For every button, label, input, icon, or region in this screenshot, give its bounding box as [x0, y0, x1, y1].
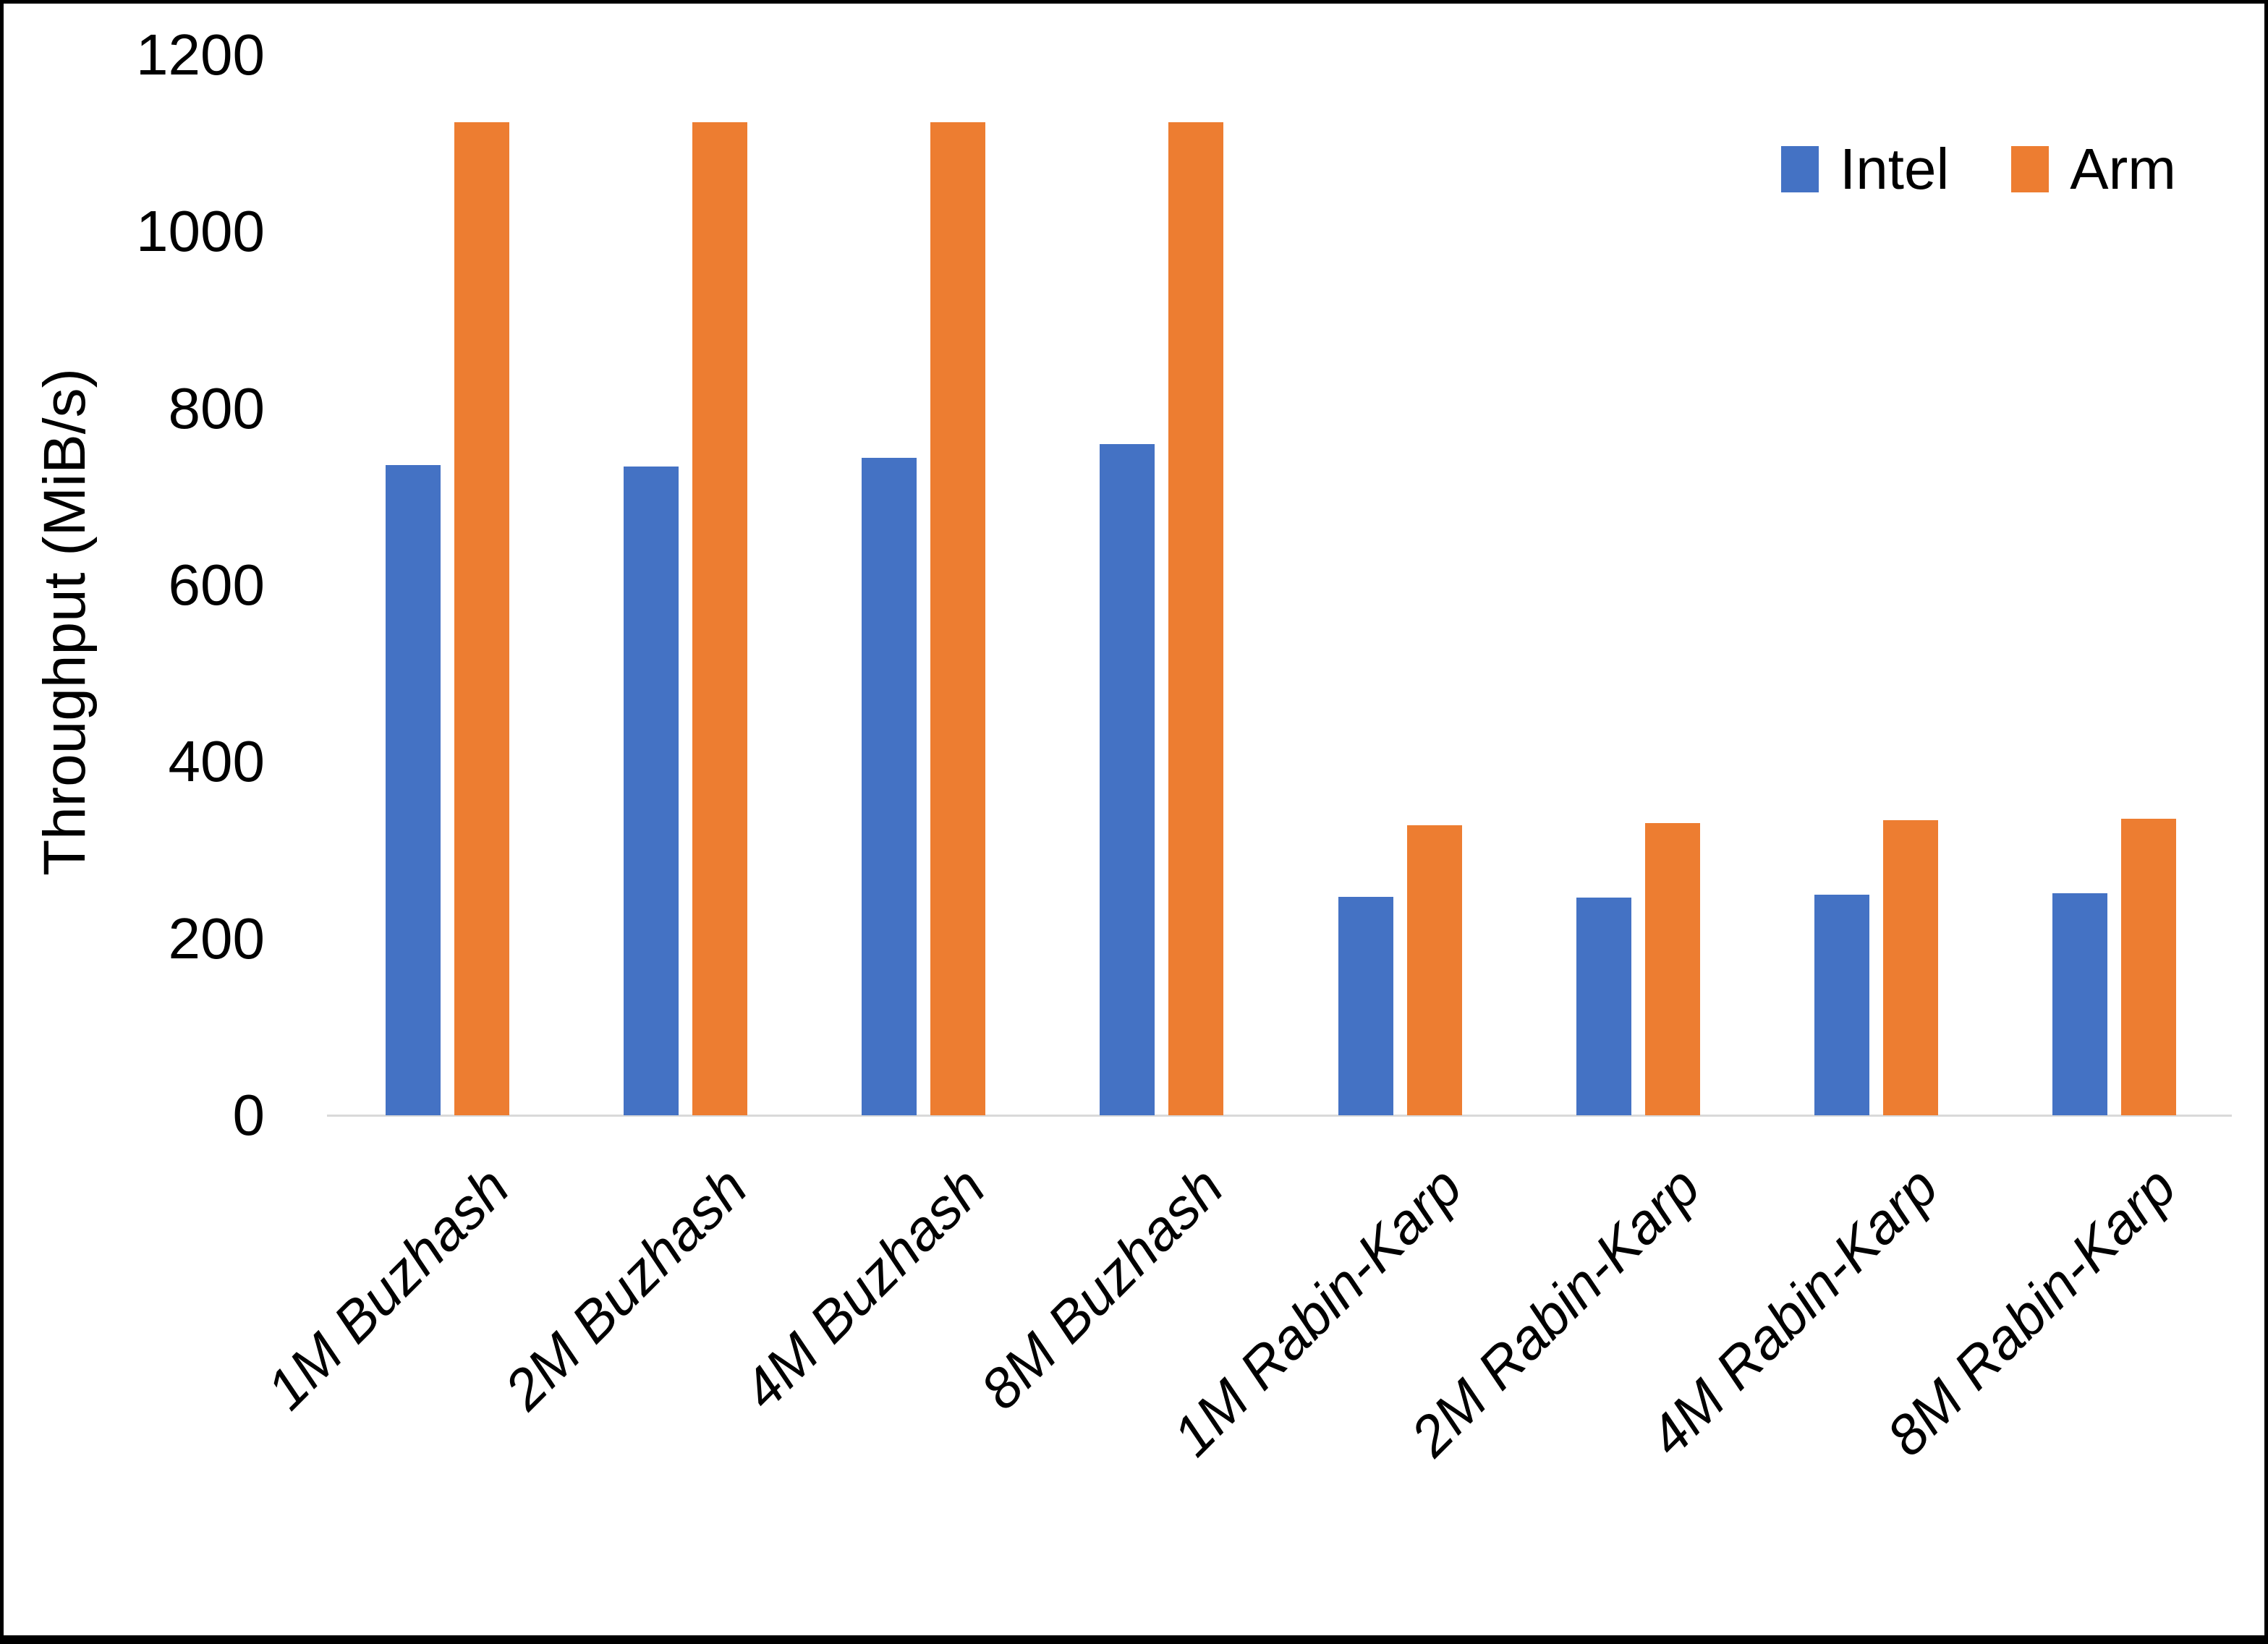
legend-swatch-arm	[2011, 146, 2050, 192]
legend-label-arm: Arm	[2070, 137, 2176, 201]
bar-intel-2m-buzhash	[624, 467, 679, 1115]
legend: Intel Arm	[1781, 140, 2176, 198]
y-tick-label-200: 200	[168, 906, 265, 971]
bar-arm-8m-buzhash	[1168, 122, 1224, 1115]
legend-item-intel: Intel	[1781, 140, 1949, 198]
y-tick-label-1200: 1200	[136, 22, 265, 87]
legend-swatch-intel	[1781, 146, 1819, 192]
x-tick-label-4m-buzhash: 4M Buzhash	[730, 1154, 998, 1422]
bar-intel-2m-rabin-karp	[1576, 898, 1631, 1115]
bar-intel-4m-rabin-karp	[1814, 894, 1869, 1115]
bar-intel-4m-buzhash	[862, 458, 917, 1115]
bar-intel-1m-buzhash	[386, 464, 441, 1115]
y-tick-label-800: 800	[168, 375, 265, 440]
bar-arm-8m-rabin-karp	[2120, 818, 2176, 1115]
bar-arm-4m-buzhash	[930, 122, 986, 1115]
y-tick-label-600: 600	[168, 553, 265, 617]
screenshot-border-top	[0, 0, 2268, 4]
legend-item-arm: Arm	[2011, 140, 2176, 198]
bar-arm-1m-buzhash	[454, 122, 509, 1115]
x-tick-label-8m-buzhash: 8M Buzhash	[968, 1154, 1236, 1422]
bar-arm-4m-rabin-karp	[1882, 819, 1938, 1115]
bar-intel-1m-rabin-karp	[1338, 897, 1393, 1115]
bar-arm-2m-buzhash	[692, 122, 748, 1115]
bar-intel-8m-rabin-karp	[2052, 893, 2107, 1115]
bar-arm-1m-rabin-karp	[1406, 825, 1462, 1115]
x-tick-label-1m-buzhash: 1M Buzhash	[254, 1154, 522, 1422]
x-tick-label-2m-buzhash: 2M Buzhash	[492, 1154, 760, 1422]
screenshot-border-bottom	[0, 1635, 2268, 1644]
y-tick-label-400: 400	[168, 729, 265, 794]
bar-arm-2m-rabin-karp	[1644, 822, 1700, 1115]
y-axis-title: Throughput (MiB/s)	[32, 368, 98, 876]
screenshot-border-right	[2264, 0, 2268, 1644]
x-axis-line	[327, 1115, 2232, 1117]
screenshot-border-left	[0, 0, 4, 1644]
legend-label-intel: Intel	[1840, 137, 1950, 201]
y-tick-label-0: 0	[232, 1083, 266, 1147]
y-tick-label-1000: 1000	[136, 199, 265, 264]
bar-intel-8m-buzhash	[1100, 443, 1155, 1115]
